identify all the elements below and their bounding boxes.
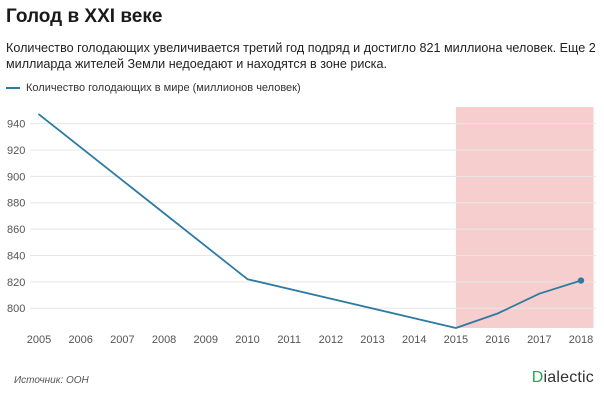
x-tick-label: 2011 (277, 334, 301, 346)
y-tick-label: 800 (7, 303, 25, 315)
x-tick-label: 2007 (110, 334, 134, 346)
series-line (38, 113, 582, 329)
brand-logo: Dialectic (532, 369, 594, 387)
x-tick-label: 2012 (319, 334, 343, 346)
x-tick-label: 2017 (527, 334, 551, 346)
legend-line-swatch (6, 87, 20, 89)
source-note: Источник: ООН (14, 375, 89, 386)
data-point-2018 (577, 277, 585, 284)
brand-logo-initial: D (531, 369, 544, 386)
chart-subtitle: Количество голодающих увеличивается трет… (6, 41, 596, 71)
x-tick-label: 2014 (402, 334, 426, 346)
x-tick-label: 2016 (485, 334, 509, 346)
y-tick-label: 820 (7, 277, 25, 289)
x-tick-label: 2006 (68, 334, 92, 346)
x-tick-label: 2013 (360, 334, 384, 346)
y-tick-label: 900 (7, 171, 25, 183)
x-tick-label: 2010 (235, 334, 259, 346)
legend-label: Количество голодающих в мире (миллионов … (26, 82, 301, 94)
y-tick-label: 860 (7, 224, 25, 236)
highlight-period (455, 107, 594, 328)
x-tick-label: 2018 (569, 334, 593, 346)
y-tick-label: 920 (7, 145, 25, 157)
y-tick-label: 840 (7, 250, 25, 262)
y-tick-label: 880 (7, 198, 25, 210)
y-tick-label: 940 (7, 119, 25, 131)
chart-title: Голод в XXI веке (6, 6, 163, 27)
brand-logo-text: ialectic (543, 369, 594, 386)
x-tick-label: 2015 (444, 334, 468, 346)
x-tick-label: 2009 (194, 334, 218, 346)
x-tick-label: 2008 (152, 334, 176, 346)
chart-legend: Количество голодающих в мире (миллионов … (6, 81, 301, 95)
x-tick-label: 2005 (27, 334, 51, 346)
